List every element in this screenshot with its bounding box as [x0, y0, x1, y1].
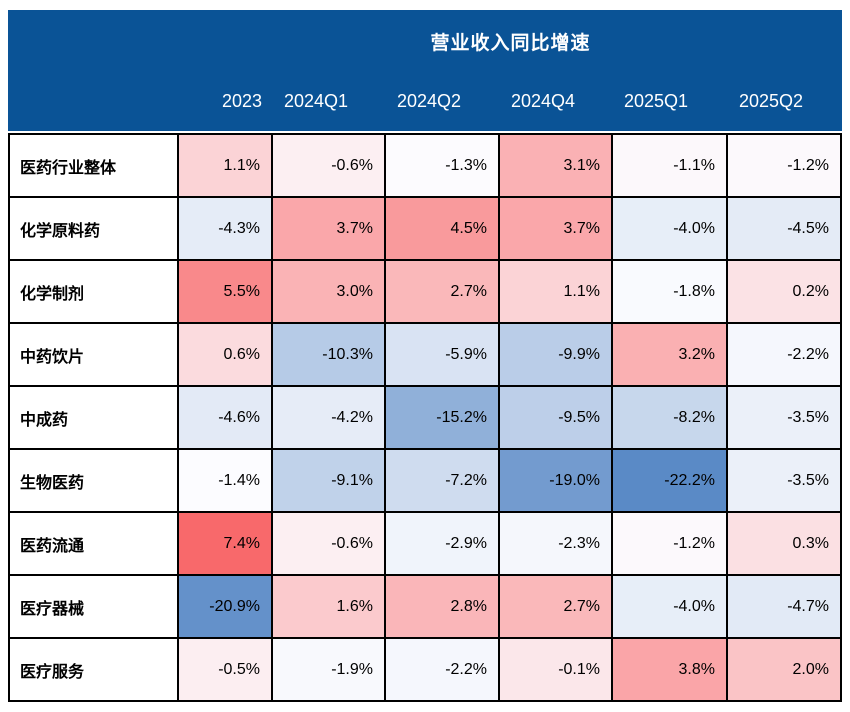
- value-cell: 4.5%: [386, 198, 498, 259]
- column-header-2023: 2023: [221, 91, 262, 111]
- heatmap-grid: 医药行业整体 1.1% -0.6% -1.3% 3.1% -1.1% -1.2% 化学原料药 -…: [8, 133, 842, 702]
- value-cell: -3.5%: [728, 387, 840, 448]
- value-cell: 1.6%: [273, 576, 384, 637]
- column-header-2024Q4: 2024Q4: [511, 91, 576, 111]
- value-cell: -15.2%: [386, 387, 498, 448]
- value-cell: -2.3%: [500, 513, 611, 574]
- value-cell: -9.9%: [500, 324, 611, 385]
- value-cell: -20.9%: [179, 576, 271, 637]
- value-cell: 7.4%: [179, 513, 271, 574]
- value-cell: -0.1%: [500, 639, 611, 700]
- value-cell: 2.0%: [728, 639, 840, 700]
- value-cell: -1.1%: [613, 135, 726, 196]
- value-cell: 0.3%: [728, 513, 840, 574]
- value-cell: -1.2%: [728, 135, 840, 196]
- value-cell: -5.9%: [386, 324, 498, 385]
- column-header-2025Q2: 2025Q2: [739, 91, 804, 111]
- value-cell: -0.5%: [179, 639, 271, 700]
- value-cell: -4.2%: [273, 387, 384, 448]
- value-cell: -2.2%: [728, 324, 840, 385]
- row-label: 化学原料药: [10, 198, 177, 259]
- value-cell: 2.7%: [500, 576, 611, 637]
- value-cell: 0.2%: [728, 261, 840, 322]
- row-label: 医药行业整体: [10, 135, 177, 196]
- table-header: 营业收入同比增速 2023 2024Q1 2024Q2 2024Q4 2025Q1 202…: [8, 10, 842, 131]
- revenue-growth-table: 营业收入同比增速 2023 2024Q1 2024Q2 2024Q4 2025Q1 202…: [8, 10, 842, 702]
- column-header-2025Q1: 2025Q1: [624, 91, 689, 111]
- row-label: 中药饮片: [10, 324, 177, 385]
- value-cell: -4.5%: [728, 198, 840, 259]
- value-cell: -9.5%: [500, 387, 611, 448]
- value-cell: 2.8%: [386, 576, 498, 637]
- value-cell: -8.2%: [613, 387, 726, 448]
- value-cell: 3.7%: [273, 198, 384, 259]
- row-label: 化学制剂: [10, 261, 177, 322]
- value-cell: -1.2%: [613, 513, 726, 574]
- value-cell: -4.3%: [179, 198, 271, 259]
- value-cell: -4.0%: [613, 198, 726, 259]
- value-cell: -0.6%: [273, 135, 384, 196]
- value-cell: -10.3%: [273, 324, 384, 385]
- value-cell: -1.3%: [386, 135, 498, 196]
- value-cell: 0.6%: [179, 324, 271, 385]
- value-cell: 1.1%: [500, 261, 611, 322]
- value-cell: -9.1%: [273, 450, 384, 511]
- value-cell: -4.0%: [613, 576, 726, 637]
- table-title: 营业收入同比增速: [430, 32, 591, 54]
- value-cell: -2.9%: [386, 513, 498, 574]
- row-label: 生物医药: [10, 450, 177, 511]
- value-cell: 3.0%: [273, 261, 384, 322]
- value-cell: -0.6%: [273, 513, 384, 574]
- value-cell: 3.8%: [613, 639, 726, 700]
- value-cell: -4.6%: [179, 387, 271, 448]
- row-label: 中成药: [10, 387, 177, 448]
- value-cell: -3.5%: [728, 450, 840, 511]
- value-cell: 3.1%: [500, 135, 611, 196]
- value-cell: -1.4%: [179, 450, 271, 511]
- row-label: 医疗服务: [10, 639, 177, 700]
- value-cell: 5.5%: [179, 261, 271, 322]
- row-label: 医药流通: [10, 513, 177, 574]
- value-cell: 2.7%: [386, 261, 498, 322]
- value-cell: -1.9%: [273, 639, 384, 700]
- column-header-2024Q1: 2024Q1: [284, 91, 349, 111]
- value-cell: 3.7%: [500, 198, 611, 259]
- value-cell: -22.2%: [613, 450, 726, 511]
- value-cell: 3.2%: [613, 324, 726, 385]
- value-cell: -1.8%: [613, 261, 726, 322]
- value-cell: -2.2%: [386, 639, 498, 700]
- value-cell: -19.0%: [500, 450, 611, 511]
- column-header-2024Q2: 2024Q2: [397, 91, 462, 111]
- value-cell: 1.1%: [179, 135, 271, 196]
- value-cell: -4.7%: [728, 576, 840, 637]
- row-label: 医疗器械: [10, 576, 177, 637]
- value-cell: -7.2%: [386, 450, 498, 511]
